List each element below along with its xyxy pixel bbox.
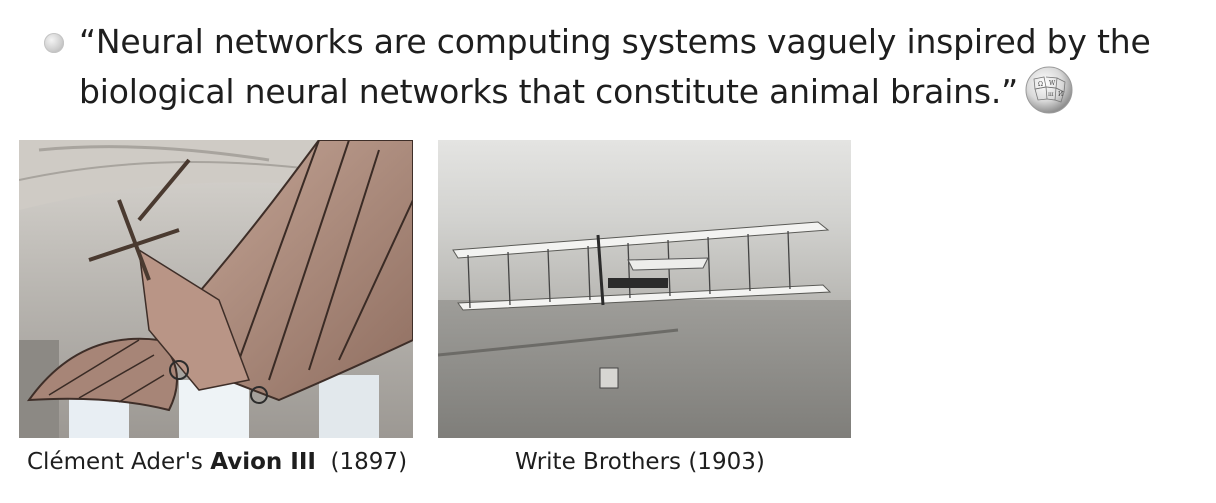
svg-text:W: W <box>1049 80 1056 87</box>
caption-suffix: (1897) <box>315 449 408 475</box>
wright-flyer-photo <box>438 140 851 438</box>
quote-line-1: “Neural networks are computing systems v… <box>79 22 1151 61</box>
caption-bold: Avion III <box>210 449 316 475</box>
svg-text:И: И <box>1058 91 1063 98</box>
wikipedia-globe-icon: Ω W И Ш <box>1025 66 1073 114</box>
svg-text:Ω: Ω <box>1038 81 1043 88</box>
quote-text: “Neural networks are computing systems v… <box>79 18 1179 115</box>
avion-iii-caption: Clément Ader's Avion III (1897) <box>27 446 407 478</box>
quote-line-2-text: biological neural networks that constitu… <box>79 72 1019 111</box>
bullet-icon <box>44 33 64 53</box>
wright-flyer-caption: Write Brothers (1903) <box>515 449 765 475</box>
caption-prefix: Clément Ader's <box>27 449 211 475</box>
quote-line-2: biological neural networks that constitu… <box>79 65 1179 115</box>
svg-text:Ш: Ш <box>1048 92 1054 98</box>
avion-iii-photo <box>19 140 413 438</box>
